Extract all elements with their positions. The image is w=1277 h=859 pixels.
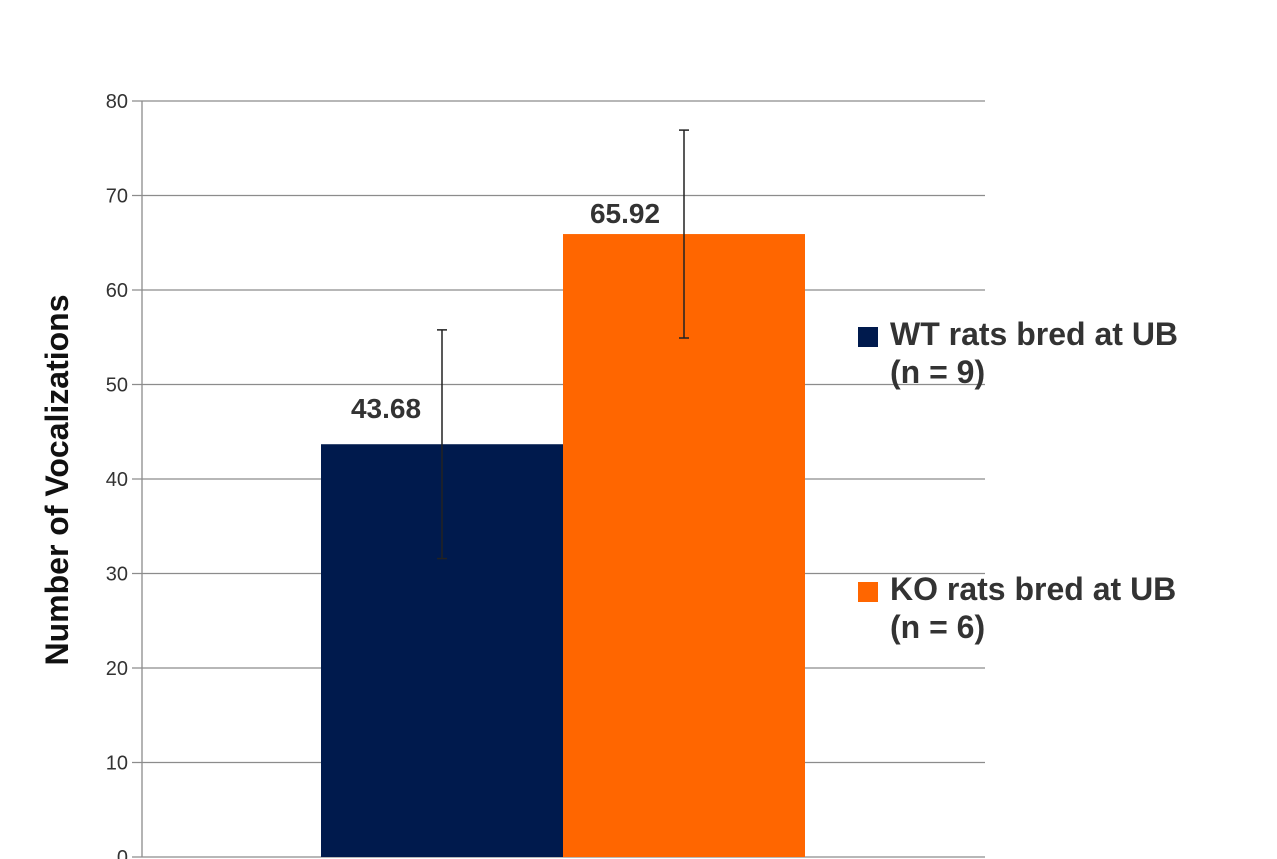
legend-label: (n = 6) [890,609,985,645]
y-tick-label: 0 [117,847,128,859]
legend: WT rats bred at UB(n = 9) KO rats bred at… [858,316,1178,645]
data-label: 43.68 [351,393,421,424]
legend-item: KO rats bred at UB(n = 6) [858,571,1176,645]
y-tick-label: 80 [106,91,128,113]
y-axis-title: Number of Vocalizations [39,294,75,665]
error-bar [437,329,447,560]
legend-item: WT rats bred at UB(n = 9) [858,316,1178,390]
legend-swatch [858,582,878,602]
error-bar [679,129,689,339]
data-label: 65.92 [590,198,660,229]
legend-label: KO rats bred at UB [890,571,1176,607]
error-bars [437,129,689,560]
y-tick-label: 30 [106,564,128,586]
bars [321,234,805,857]
y-tick-label: 40 [106,469,128,491]
y-tick-label: 50 [106,375,128,397]
data-labels: 43.68 65.92 [351,198,660,424]
y-tick-label: 60 [106,280,128,302]
legend-label: WT rats bred at UB [890,316,1178,352]
y-tick-label: 70 [106,186,128,208]
legend-label: (n = 9) [890,354,985,390]
y-axis-ticks: 0 10 20 30 40 50 60 70 80 [106,91,128,859]
legend-swatch [858,327,878,347]
y-tick-label: 10 [106,753,128,775]
y-tick-label: 20 [106,658,128,680]
